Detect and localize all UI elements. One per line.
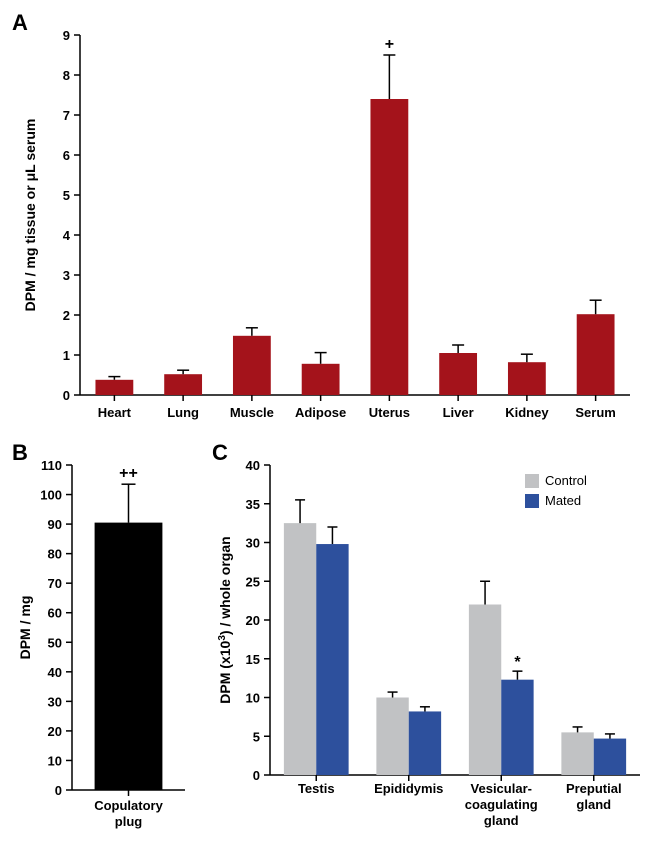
panel-c: C 0510152025303540DPM (x103) / whole org… (210, 440, 650, 850)
svg-text:Mated: Mated (545, 493, 581, 508)
svg-text:Preputial: Preputial (566, 781, 622, 796)
svg-text:25: 25 (246, 574, 260, 589)
svg-text:5: 5 (63, 188, 70, 203)
svg-text:Kidney: Kidney (505, 405, 549, 420)
svg-text:60: 60 (48, 606, 62, 621)
svg-text:0: 0 (63, 388, 70, 403)
svg-text:*: * (514, 654, 521, 671)
svg-text:90: 90 (48, 517, 62, 532)
svg-text:40: 40 (246, 458, 260, 473)
svg-text:Liver: Liver (443, 405, 474, 420)
svg-text:0: 0 (253, 768, 260, 783)
svg-text:30: 30 (246, 536, 260, 551)
svg-text:8: 8 (63, 68, 70, 83)
svg-text:70: 70 (48, 576, 62, 591)
svg-text:DPM / mg tissue or μL serum: DPM / mg tissue or μL serum (22, 119, 38, 312)
svg-text:4: 4 (63, 228, 71, 243)
svg-text:Control: Control (545, 473, 587, 488)
svg-text:plug: plug (115, 814, 142, 829)
svg-text:Copulatory: Copulatory (94, 798, 163, 813)
svg-text:Vesicular-: Vesicular- (471, 781, 532, 796)
panel-a: A 0123456789DPM / mg tissue or μL serumH… (10, 10, 650, 440)
svg-text:15: 15 (246, 652, 260, 667)
svg-text:0: 0 (55, 783, 62, 798)
svg-text:20: 20 (48, 724, 62, 739)
svg-text:10: 10 (48, 753, 62, 768)
svg-text:1: 1 (63, 348, 70, 363)
svg-text:coagulating: coagulating (465, 797, 538, 812)
svg-text:100: 100 (40, 488, 62, 503)
svg-text:110: 110 (41, 458, 62, 473)
svg-text:50: 50 (48, 635, 62, 650)
svg-text:+: + (385, 36, 394, 53)
svg-text:Muscle: Muscle (230, 405, 274, 420)
svg-text:gland: gland (576, 797, 611, 812)
svg-text:10: 10 (246, 691, 260, 706)
svg-text:80: 80 (48, 547, 62, 562)
svg-text:DPM / mg: DPM / mg (17, 596, 33, 660)
svg-text:9: 9 (63, 28, 70, 43)
panel-b: B 0102030405060708090100110DPM / mgCopul… (10, 440, 200, 850)
svg-text:35: 35 (246, 497, 260, 512)
panel-c-chart: 0 5 10 15 20 25 30 35 40 DPM (x103) / whole organ… (210, 440, 650, 850)
svg-text:5: 5 (253, 729, 260, 744)
svg-text:++: ++ (119, 465, 138, 482)
svg-text:Adipose: Adipose (295, 405, 346, 420)
svg-text:Lung: Lung (167, 405, 199, 420)
svg-text:DPM (x103) / whole organ: DPM (x103) / whole organ (217, 536, 234, 703)
panel-a-chart: 0 1 2 3 4 5 6 7 8 9 DPM / mg tissue or μL serum Hea… (10, 10, 650, 440)
svg-text:20: 20 (246, 613, 260, 628)
svg-text:40: 40 (48, 665, 62, 680)
svg-text:6: 6 (63, 148, 70, 163)
svg-text:Epididymis: Epididymis (374, 781, 443, 796)
svg-text:7: 7 (63, 108, 70, 123)
svg-text:Serum: Serum (575, 405, 615, 420)
svg-text:Testis: Testis (298, 781, 335, 796)
svg-text:3: 3 (63, 268, 70, 283)
svg-text:Uterus: Uterus (369, 405, 410, 420)
panel-b-chart: 0 10 20 30 40 50 60 70 80 90 100 110 DPM / mg Copulat… (10, 440, 200, 850)
svg-text:gland: gland (484, 813, 519, 828)
svg-text:Heart: Heart (98, 405, 132, 420)
svg-text:2: 2 (63, 308, 70, 323)
svg-text:30: 30 (48, 694, 62, 709)
